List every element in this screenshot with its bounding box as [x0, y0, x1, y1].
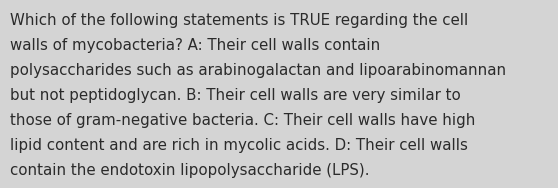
Text: walls of mycobacteria? A: Their cell walls contain: walls of mycobacteria? A: Their cell wal… — [10, 38, 381, 53]
Text: Which of the following statements is TRUE regarding the cell: Which of the following statements is TRU… — [10, 13, 468, 28]
Text: those of gram-negative bacteria. C: Their cell walls have high: those of gram-negative bacteria. C: Thei… — [10, 113, 475, 128]
Text: polysaccharides such as arabinogalactan and lipoarabinomannan: polysaccharides such as arabinogalactan … — [10, 63, 506, 78]
Text: lipid content and are rich in mycolic acids. D: Their cell walls: lipid content and are rich in mycolic ac… — [10, 138, 468, 153]
Text: but not peptidoglycan. B: Their cell walls are very similar to: but not peptidoglycan. B: Their cell wal… — [10, 88, 461, 103]
Text: contain the endotoxin lipopolysaccharide (LPS).: contain the endotoxin lipopolysaccharide… — [10, 163, 369, 178]
